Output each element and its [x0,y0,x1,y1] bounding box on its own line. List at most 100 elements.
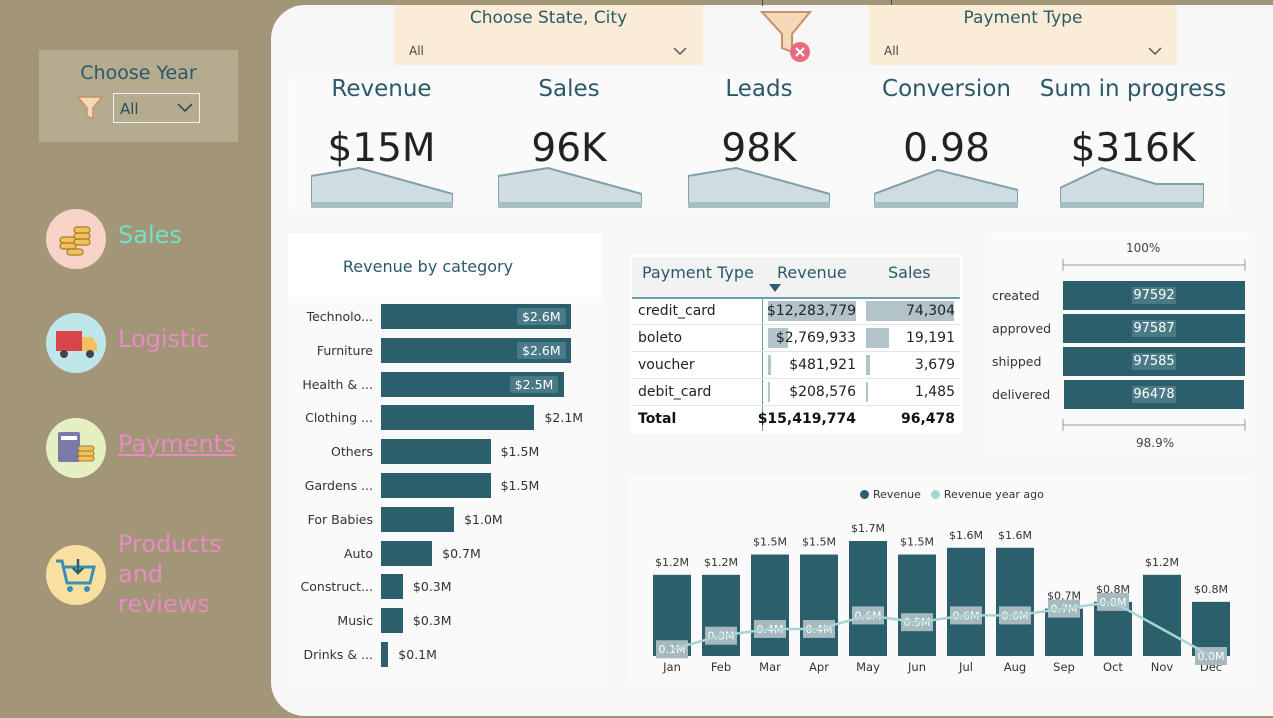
revenue-label: $1.5M [802,536,836,549]
revenue-label: $1.2M [704,556,738,569]
payment-type-title: Payment Type [963,8,1083,28]
funnel-stage-value: 97592 [1132,287,1176,304]
nav-payments[interactable]: Payments [44,416,236,480]
funnel-stage-label: created [992,288,1040,303]
revenue-bar[interactable] [996,547,1034,656]
category-bar[interactable] [381,405,535,431]
nav-logistic[interactable]: Logistic [44,311,209,375]
coins-icon [46,209,106,269]
scroll-handle [762,0,892,6]
funnel-stage-label: delivered [992,387,1051,402]
state-city-slicer[interactable]: Choose State, City All [394,5,703,65]
col-revenue[interactable]: Revenue [777,263,847,282]
year-filter-title: Choose Year [80,62,197,84]
year-select[interactable]: All [113,93,200,123]
revenue-bar[interactable] [849,541,887,656]
kpi-value: 96K [531,126,607,171]
revenue-data-bar [768,355,772,375]
kpi-sparkline [688,166,830,208]
revenue-cell: $2,769,933 [775,330,856,346]
total-revenue: $15,419,774 [757,411,856,427]
revenue-cell: $481,921 [789,357,856,373]
total-sales: 96,478 [900,411,955,427]
sort-desc-icon [769,284,781,292]
month-label: Jul [958,660,973,674]
kpi-revenue: Revenue $15M [289,74,474,214]
month-label: Jun [907,660,926,674]
col-sales[interactable]: Sales [888,263,931,282]
monthly-revenue-chart: Revenue Revenue year ago $1.2M Jan 0.1M $1.… [628,476,1254,686]
filter-icon[interactable] [75,93,105,123]
category-bars: Technolo... $2.6M Furniture $2.6M Health & .… [288,233,602,686]
revenue-bar[interactable] [1192,601,1230,656]
kpi-title: Conversion [882,76,1011,102]
funnel-stage-label: shipped [992,354,1042,369]
category-bar[interactable] [381,642,389,667]
category-label: Auto [343,545,373,561]
chart-legend: Revenue Revenue year ago [860,488,1044,501]
category-label: Construct... [300,579,373,595]
funnel-stage-value: 96478 [1132,386,1176,403]
revenue-label: $1.7M [851,522,885,535]
state-city-title: Choose State, City [469,8,628,28]
sales-data-bar [866,355,871,375]
revenue-bar[interactable] [947,547,985,656]
category-bar[interactable] [381,574,403,600]
kpi-sparkline [498,166,642,208]
category-value-label: $1.0M [464,511,503,527]
category-bar[interactable] [381,506,455,532]
legend-revenue: Revenue [873,488,921,501]
category-chart: Revenue by category Technolo... $2.6M Furn… [288,233,602,686]
order-funnel: 100% created 97592 approved 97587 shipped 975… [986,233,1254,457]
revenue-bar[interactable] [898,554,936,656]
funnel-stage-value: 97587 [1132,320,1176,337]
kpi-title: Revenue [331,76,432,102]
category-bar[interactable] [381,439,491,465]
category-value-label: $2.1M [544,410,584,426]
category-label: Clothing ... [305,410,373,426]
month-label: Aug [1004,660,1026,674]
category-bar[interactable] [381,540,433,566]
state-city-value: All [409,44,424,58]
sales-data-bar [866,301,954,321]
table-row[interactable] [632,379,960,406]
category-bar[interactable] [381,608,403,634]
funnel-stage-label: approved [992,321,1052,336]
year-select-value: All [120,100,139,118]
funnel-stage-value: 97585 [1132,353,1176,370]
clear-filter-icon[interactable] [758,8,814,66]
payment-type-slicer[interactable]: Payment Type All [869,5,1177,65]
category-label: For Babies [307,511,373,527]
year-ago-line [671,600,1212,658]
revenue-bar[interactable] [1143,574,1181,656]
payment-table: Payment Type Revenue Sales credit_card $1… [630,255,963,433]
category-bar[interactable] [381,473,491,498]
month-label: Oct [1103,660,1123,674]
sales-cell: 1,485 [914,384,955,400]
receipt-coins-icon [46,418,106,478]
revenue-label: $1.6M [949,529,983,542]
revenue-bar[interactable] [1094,601,1132,656]
nav-products[interactable]: Products and reviews [44,530,238,619]
table-row[interactable] [632,298,960,325]
revenue-bar[interactable] [751,554,789,656]
revenue-bar[interactable] [800,554,838,656]
category-value-label: $2.6M [517,341,566,359]
kpi-sparkline [1060,166,1204,208]
kpi-value: 98K [721,126,797,171]
category-value-label: $1.5M [500,478,540,493]
category-value-label: $0.3M [412,613,452,629]
category-label: Health & ... [302,376,373,392]
kpi-conversion: Conversion 0.98 [854,74,1039,214]
year-ago-label: 0.1M [659,643,686,656]
kpi-title: Sum in progress [1039,76,1227,102]
nav-sales[interactable]: Sales [44,207,182,271]
table-row[interactable] [632,325,960,352]
category-label: Music [337,613,373,629]
table-row[interactable] [632,352,960,379]
month-label: Feb [711,660,731,674]
revenue-label: $1.5M [753,536,787,549]
payment-type-cell: credit_card [638,303,716,319]
col-payment-type[interactable]: Payment Type [642,263,754,282]
